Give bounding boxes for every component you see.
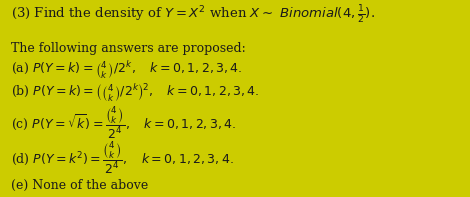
Text: (e) None of the above: (e) None of the above [11, 178, 148, 191]
Text: (c) $P(Y = \sqrt{k}) = \dfrac{\binom{4}{k}}{2^4}, \quad k = 0,1,2,3,4.$: (c) $P(Y = \sqrt{k}) = \dfrac{\binom{4}{… [11, 104, 236, 141]
Text: The following answers are proposed:: The following answers are proposed: [11, 42, 245, 55]
Text: (3) Find the density of $Y = X^2$ when $X \sim$ $\mathit{Binomial}(4, \frac{1}{2: (3) Find the density of $Y = X^2$ when $… [11, 4, 375, 26]
Text: (a) $P(Y = k) = \binom{4}{k}/2^k, \quad k = 0,1,2,3,4.$: (a) $P(Y = k) = \binom{4}{k}/2^k, \quad … [11, 60, 242, 81]
Text: (d) $P(Y = k^2) = \dfrac{\binom{4}{k}}{2^4}, \quad k = 0,1,2,3,4.$: (d) $P(Y = k^2) = \dfrac{\binom{4}{k}}{2… [11, 139, 233, 176]
Text: (b) $P(Y = k) = \left(\binom{4}{k}/2^k\right)^{\!2}, \quad k = 0,1,2,3,4.$: (b) $P(Y = k) = \left(\binom{4}{k}/2^k\r… [11, 83, 259, 104]
